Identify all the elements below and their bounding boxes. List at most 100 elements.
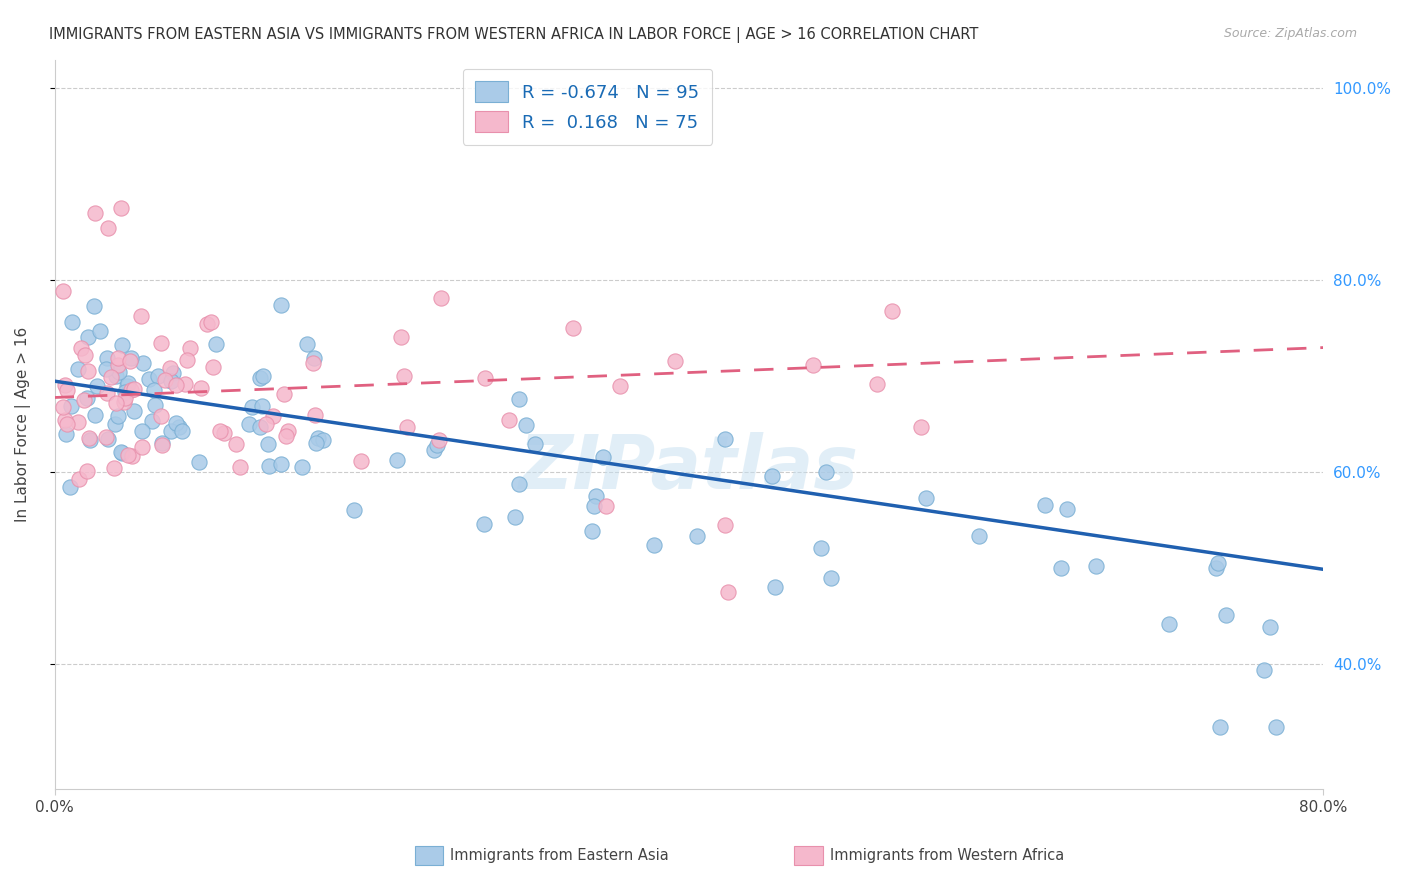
Point (474, 370, 496, 384)
Point (581, 524, 603, 538)
Point (582, 499, 605, 513)
Point (585, 489, 607, 503)
Legend: R = -0.674   N = 95, R =  0.168   N = 75: R = -0.674 N = 95, R = 0.168 N = 75 (463, 69, 711, 145)
Point (262, 409, 284, 424)
Point (664, 354, 686, 368)
Point (515, 417, 537, 432)
Point (77, 364, 100, 378)
Point (1264, 720, 1286, 734)
Point (94, 430, 117, 444)
Point (73, 393, 96, 408)
Point (1033, 499, 1056, 513)
Point (150, 436, 173, 450)
Point (84, 408, 107, 422)
Point (1056, 502, 1078, 516)
Point (686, 528, 709, 542)
Point (56, 417, 79, 431)
Point (270, 298, 292, 312)
Point (270, 457, 292, 471)
Point (304, 409, 326, 423)
Point (250, 399, 273, 413)
Point (176, 353, 198, 368)
Point (915, 491, 938, 506)
Point (107, 358, 129, 372)
Point (276, 429, 298, 443)
Point (120, 353, 142, 368)
Point (131, 440, 153, 454)
Point (75, 348, 97, 362)
Point (107, 409, 129, 423)
Point (100, 369, 122, 384)
Point (105, 369, 128, 384)
Point (94, 362, 117, 376)
Point (801, 358, 824, 372)
Point (121, 449, 143, 463)
Y-axis label: In Labor Force | Age > 16: In Labor Force | Age > 16 (15, 326, 31, 522)
Point (1209, 720, 1232, 734)
Point (1253, 663, 1275, 677)
Point (208, 424, 231, 438)
Point (761, 469, 783, 483)
Point (111, 338, 134, 352)
Point (150, 409, 173, 423)
Point (229, 459, 252, 474)
Point (1258, 620, 1281, 634)
Point (396, 420, 419, 434)
Point (188, 454, 211, 468)
Point (153, 373, 176, 387)
Point (609, 379, 631, 393)
Point (815, 466, 838, 480)
Point (249, 371, 271, 385)
Point (122, 382, 145, 396)
Point (159, 375, 181, 389)
Point (110, 445, 132, 459)
Point (201, 359, 224, 374)
Point (117, 448, 139, 462)
Point (311, 433, 333, 447)
Point (159, 424, 181, 438)
Text: Source: ZipAtlas.com: Source: ZipAtlas.com (1223, 27, 1357, 40)
Point (52, 284, 75, 298)
Point (238, 417, 260, 432)
Point (67, 362, 90, 376)
Point (53, 377, 76, 392)
Point (508, 392, 530, 406)
Point (295, 337, 318, 351)
Point (429, 291, 451, 305)
Text: IMMIGRANTS FROM EASTERN ASIA VS IMMIGRANTS FROM WESTERN AFRICA IN LABOR FORCE | : IMMIGRANTS FROM EASTERN ASIA VS IMMIGRAN… (49, 27, 979, 43)
Point (240, 400, 263, 414)
Point (508, 477, 530, 491)
Point (810, 541, 832, 555)
Point (179, 342, 201, 356)
Point (561, 321, 583, 335)
Point (150, 336, 173, 351)
Point (107, 351, 129, 366)
Point (167, 420, 190, 434)
Point (77, 431, 100, 445)
Point (256, 437, 278, 451)
Point (1215, 608, 1237, 623)
Point (1049, 561, 1071, 575)
Point (132, 356, 155, 370)
Point (79, 433, 101, 447)
Point (343, 503, 366, 517)
Point (97, 432, 120, 446)
Point (143, 383, 166, 397)
Point (426, 438, 449, 452)
Point (389, 330, 412, 344)
Point (595, 499, 617, 513)
Point (212, 425, 235, 440)
Point (55, 427, 77, 442)
Point (277, 425, 299, 439)
Point (592, 450, 614, 464)
Point (96, 351, 118, 365)
Point (1085, 559, 1108, 574)
Point (967, 528, 990, 542)
Point (104, 417, 127, 431)
Point (67, 416, 90, 430)
Point (200, 315, 222, 329)
Point (165, 416, 187, 430)
Point (86, 379, 108, 393)
Point (503, 509, 526, 524)
Point (1157, 617, 1180, 632)
